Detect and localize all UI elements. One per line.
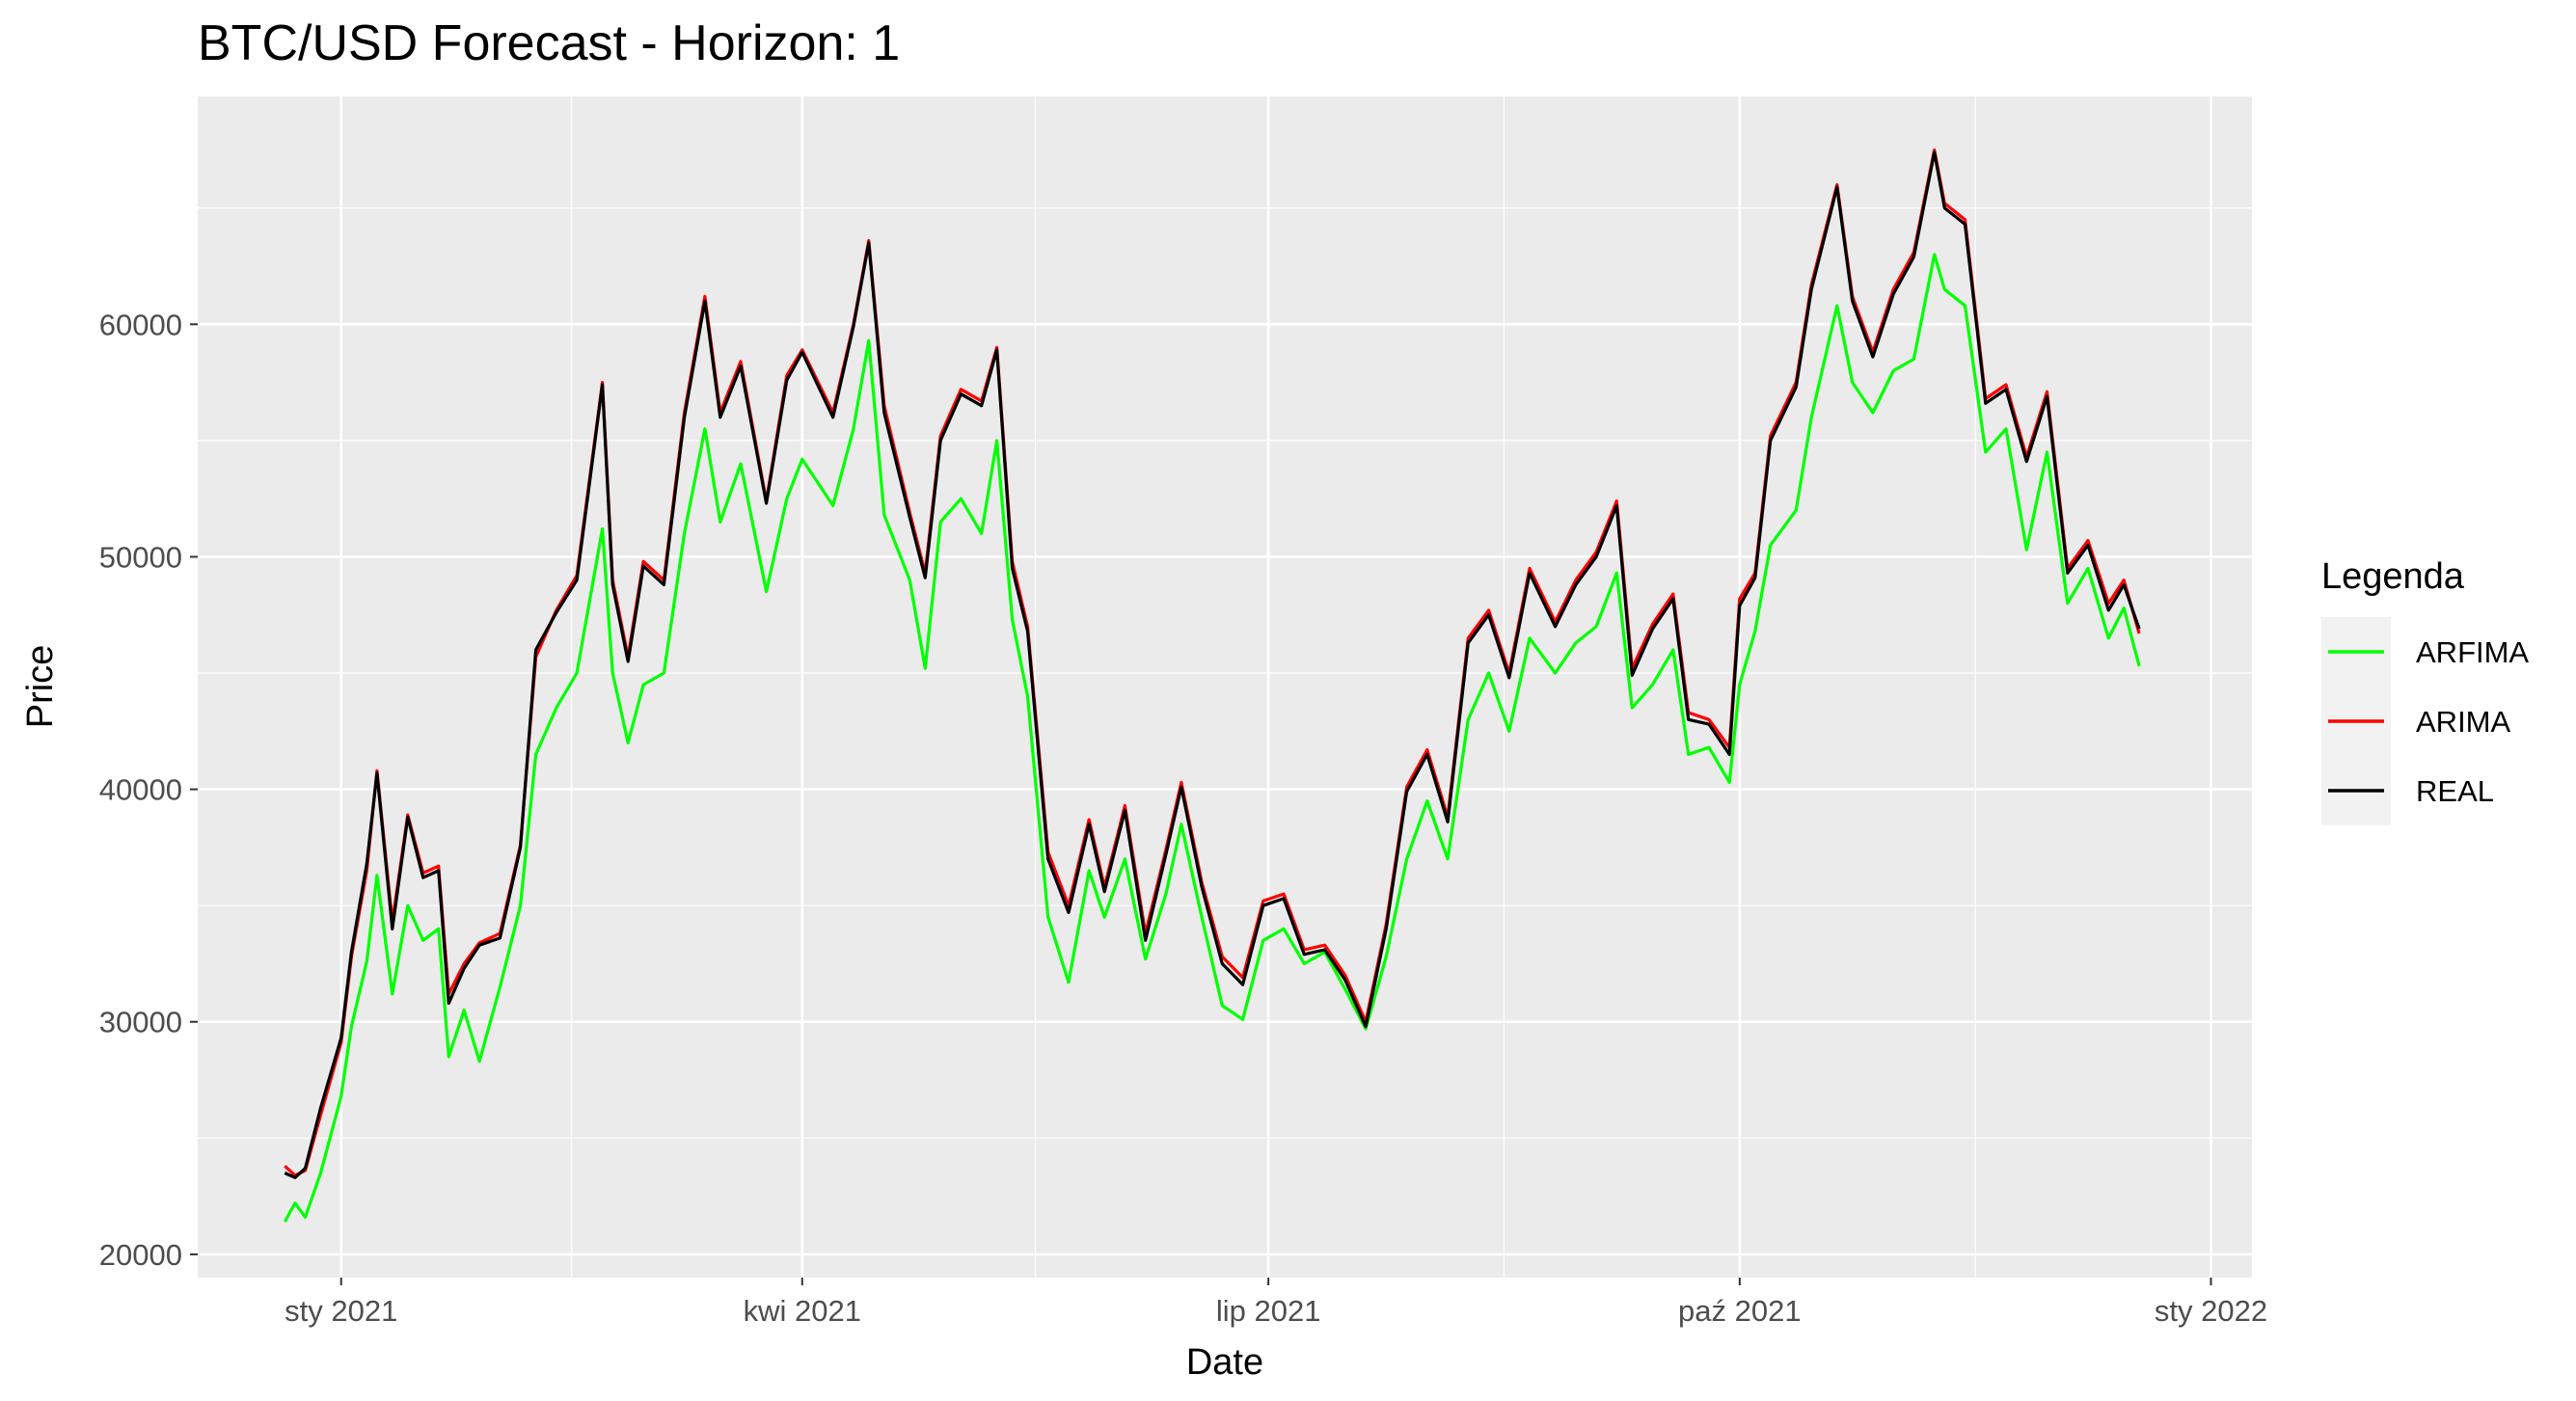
legend: Legenda ARFIMA ARIMA REAL — [2321, 556, 2529, 825]
major-grid — [198, 96, 2252, 1278]
minor-grid — [198, 96, 2252, 1278]
y-tick-label: 50000 — [99, 540, 182, 574]
y-tick-label: 40000 — [99, 773, 182, 807]
x-axis-title: Date — [1186, 1342, 1263, 1383]
legend-label-real: REAL — [2416, 774, 2494, 808]
x-tick-label: sty 2022 — [2155, 1294, 2267, 1328]
y-tick-label: 60000 — [99, 308, 182, 341]
y-axis-title: Price — [20, 645, 61, 729]
x-axis: sty 2021 kwi 2021 lip 2021 paź 2021 sty 2022 — [285, 1278, 2267, 1328]
plot-panel — [198, 96, 2252, 1278]
legend-label-arfima: ARFIMA — [2416, 635, 2529, 669]
x-tick-label: paź 2021 — [1678, 1294, 1802, 1328]
y-tick-label: 30000 — [99, 1006, 182, 1039]
series-layer — [283, 148, 2141, 1223]
legend-title: Legenda — [2321, 556, 2465, 597]
series-line-real — [284, 150, 2141, 1179]
series-line-arfima — [283, 253, 2141, 1223]
x-tick-label: kwi 2021 — [744, 1294, 861, 1328]
chart-title: BTC/USD Forecast - Horizon: 1 — [198, 15, 900, 71]
legend-label-arima: ARIMA — [2416, 705, 2511, 739]
y-tick-label: 20000 — [99, 1238, 182, 1272]
x-tick-label: lip 2021 — [1216, 1294, 1321, 1328]
y-axis: 20000 30000 40000 50000 60000 — [99, 308, 198, 1272]
x-tick-label: sty 2021 — [285, 1294, 397, 1328]
